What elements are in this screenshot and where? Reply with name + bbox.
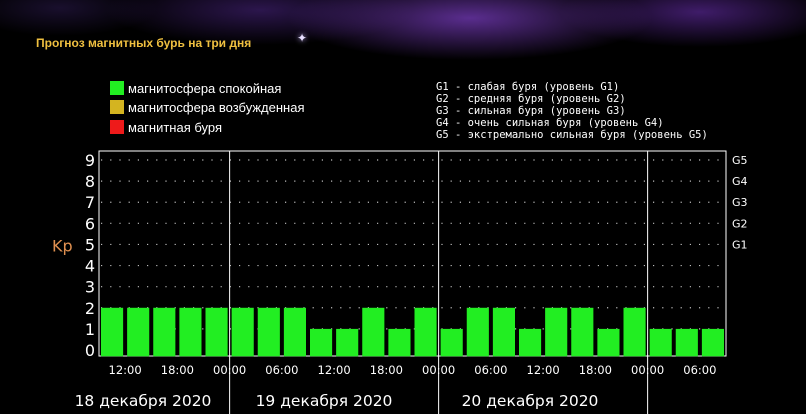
kp-bar [545,307,568,357]
g-level-desc-g1: G1 - слабая буря (уровень G1) [436,81,620,93]
time-tick-label: 06:00 [474,363,507,377]
page-title: Прогноз магнитных бурь на три дня [36,36,252,50]
kp-bar [675,328,698,357]
kp-bar [257,307,280,357]
legend-label-storm: магнитная буря [128,119,223,135]
kp-bar [153,307,176,357]
y-tick-label: 7 [85,193,95,212]
time-tick-label: 12:00 [109,363,142,377]
kp-bar [701,328,724,357]
day-label: 18 декабря 2020 [75,392,212,410]
time-tick-label: 12:00 [318,363,351,377]
y-tick-label: 5 [85,235,95,254]
kp-bar [231,307,254,357]
kp-bar [388,328,411,357]
time-tick-label: 06:00 [683,363,716,377]
kp-bar [519,328,542,357]
y-tick-label: 2 [85,299,95,318]
g-level-desc-g3: G3 - сильная буря (уровень G3) [436,105,626,117]
plot-frame [98,150,727,357]
day-label: 19 декабря 2020 [256,392,393,410]
kp-bar [623,307,646,357]
time-tick-label: 00:00 [631,363,664,377]
kp-bar [179,307,202,357]
legend-swatch-storm [110,120,124,134]
kp-bar [283,307,306,357]
time-tick-label: 06:00 [265,363,298,377]
legend-swatch-calm [110,81,124,95]
y-tick-label: 0 [85,341,95,360]
kp-bar [440,328,463,357]
legend-label-calm: магнитосфера спокойная [128,80,282,96]
time-tick-label: 18:00 [370,363,403,377]
y-tick-label: 8 [85,172,95,191]
kp-bar [101,307,124,357]
legend-item-storm: магнитная буря [110,119,222,135]
g-level-desc-g4: G4 - очень сильная буря (уровень G4) [436,117,664,129]
y-tick-label: 3 [85,278,95,297]
kp-bar [571,307,594,357]
y-tick-label: 4 [85,257,95,276]
time-tick-label: 00:00 [213,363,246,377]
y-tick-label: 1 [85,320,95,339]
kp-bar [414,307,437,357]
kp-bar [466,307,489,357]
g-level-desc-g5: G5 - экстремально сильная буря (уровень … [436,129,708,141]
g-scale-label: G3 [732,196,748,209]
kp-bar [492,307,515,357]
kp-bar [336,328,359,357]
kp-bar [597,328,620,357]
kp-bar [127,307,150,357]
g-scale-label: G1 [732,238,748,251]
time-tick-label: 18:00 [579,363,612,377]
time-tick-label: 00:00 [422,363,455,377]
g-scale-label: G4 [732,175,748,188]
kp-bar [205,307,228,357]
time-tick-label: 18:00 [161,363,194,377]
kp-bar [362,307,385,357]
legend-item-excited: магнитосфера возбужденная [110,99,305,115]
legend-swatch-excited [110,100,124,114]
g-scale-label: G5 [732,154,748,167]
y-axis-label: Kp [52,236,73,255]
y-tick-label: 6 [85,214,95,233]
day-label: 20 декабря 2020 [462,392,599,410]
kp-bar [310,328,333,357]
g-level-desc-g2: G2 - средняя буря (уровень G2) [436,93,626,105]
time-tick-label: 12:00 [527,363,560,377]
y-tick-label: 9 [85,151,95,170]
g-scale-label: G2 [732,217,748,230]
star-sparkle: ✦ [297,31,308,45]
legend-label-excited: магнитосфера возбужденная [128,99,305,115]
legend-item-calm: магнитосфера спокойная [110,80,281,96]
kp-bar [649,328,672,357]
